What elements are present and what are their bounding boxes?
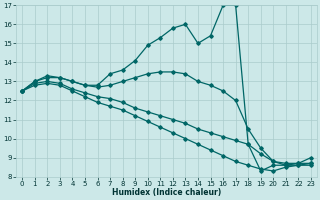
X-axis label: Humidex (Indice chaleur): Humidex (Indice chaleur) (112, 188, 221, 197)
